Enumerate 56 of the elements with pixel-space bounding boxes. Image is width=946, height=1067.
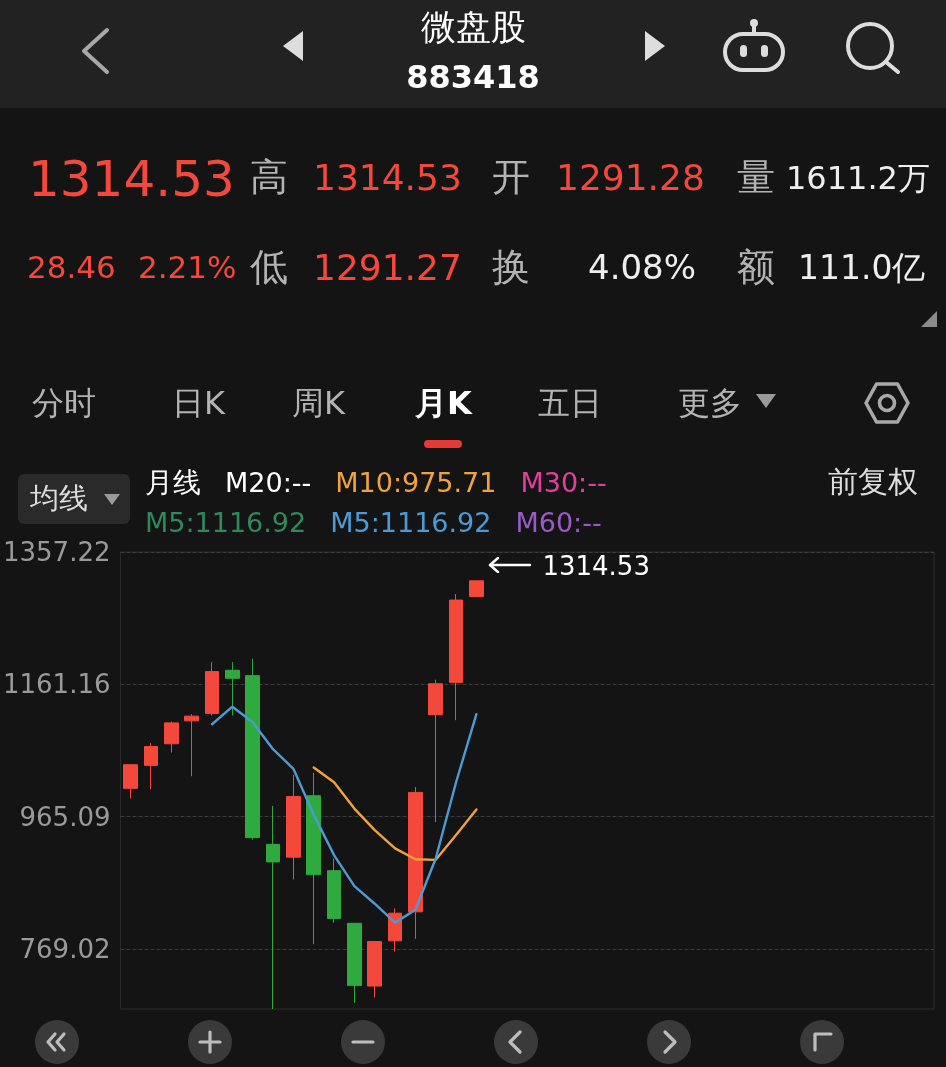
candlestick: [286, 774, 301, 880]
candlestick: [408, 786, 423, 940]
text: 周K: [292, 383, 345, 422]
candlestick: [184, 713, 199, 777]
y-tick-label: 1357.22: [2, 537, 111, 567]
text: 前复权: [828, 463, 918, 500]
text: 1314.53: [313, 157, 462, 199]
text: 换: [492, 245, 530, 290]
candlestick: [144, 742, 158, 790]
text: 日K: [172, 383, 225, 422]
text: 分时: [32, 383, 96, 422]
text: M10:975.71: [335, 466, 497, 500]
candlestick: [123, 764, 138, 799]
text: M5:1116.92: [330, 506, 492, 540]
text: 1314.53: [28, 150, 235, 209]
y-tick-label: 965.09: [19, 801, 111, 832]
y-tick-label: 1161.16: [2, 669, 111, 700]
candlestick: [428, 679, 443, 823]
text: 月K: [415, 383, 472, 422]
candlestick: [164, 721, 179, 754]
text: 低: [250, 245, 288, 290]
text: 2.21%: [138, 249, 237, 286]
line-series: [312, 766, 478, 862]
text: 1611.2万: [786, 158, 930, 197]
legend-label: M5:1116.92: [145, 506, 307, 540]
text: 1291.28: [556, 157, 705, 199]
text: 五日: [538, 383, 602, 422]
annotation: 1314.53: [542, 550, 650, 582]
text: 开: [492, 155, 530, 200]
y-tick-label: 769.02: [19, 933, 111, 964]
legend-label: M30:--: [520, 466, 607, 500]
candlestick: [327, 858, 341, 924]
candlestick: [245, 658, 260, 841]
text: 28.46: [27, 249, 116, 286]
candlestick: [449, 593, 463, 721]
legend-label: M60:--: [515, 506, 602, 540]
text: 高: [250, 155, 288, 200]
text: 额: [737, 245, 775, 290]
chart-title: 微盘股: [420, 6, 526, 48]
text: 均线: [30, 481, 88, 516]
text: 111.0亿: [798, 248, 926, 288]
legend-label: M20:--: [225, 466, 312, 500]
chart-subtitle: 883418: [406, 58, 540, 97]
candlestick: [347, 922, 362, 1004]
candlestick: [266, 805, 280, 1010]
text: 4.08%: [588, 247, 697, 288]
candlestick: [306, 772, 321, 945]
candlestick: [469, 580, 484, 597]
line-series: [210, 705, 478, 924]
candlestick: [205, 661, 219, 716]
candlestick: [225, 661, 240, 716]
text: 1291.27: [313, 247, 462, 289]
text: 量: [737, 155, 775, 200]
text: 更多: [678, 383, 742, 422]
legend-title: 月线: [145, 466, 201, 500]
candlestick: [367, 941, 382, 999]
